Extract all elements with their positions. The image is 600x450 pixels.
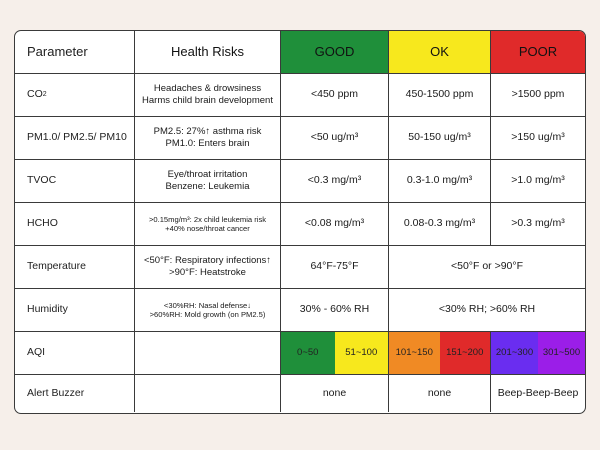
aqi-segment-151-200: 151~200 bbox=[439, 332, 490, 374]
temperature-ok-poor: <50°F or >90°F bbox=[389, 246, 585, 289]
risk-pm-line2: PM1.0: Enters brain bbox=[165, 138, 250, 149]
param-co2: CO 2 bbox=[15, 74, 135, 117]
param-alert-buzzer: Alert Buzzer bbox=[15, 375, 135, 412]
risk-tvoc-line1: Eye/throat irritation bbox=[167, 169, 248, 181]
pm-poor: >150 ug/m³ bbox=[491, 117, 585, 160]
risk-hcho-line1: >0.15mg/m³: 2x child leukemia risk bbox=[148, 214, 267, 224]
aqi-segment-51-100: 51~100 bbox=[334, 332, 388, 374]
header-good: GOOD bbox=[281, 31, 389, 74]
co2-main: CO bbox=[27, 88, 43, 101]
risk-humidity: <30%RH: Nasal defense↓ >60%RH: Mold grow… bbox=[135, 289, 281, 332]
humidity-good: 30% - 60% RH bbox=[281, 289, 389, 332]
aqi-segment-0-50: 0~50 bbox=[281, 332, 335, 374]
air-quality-table: Parameter Health Risks GOOD OK POOR CO 2 … bbox=[14, 30, 586, 414]
aqi-ok: 101~150 151~200 bbox=[389, 332, 491, 375]
risk-temperature-line1: <50°F: Respiratory infections↑ bbox=[143, 255, 272, 267]
risk-co2-line1: Headaches & drowsiness bbox=[153, 83, 262, 95]
hcho-good: <0.08 mg/m³ bbox=[281, 203, 389, 246]
pm-good: <50 ug/m³ bbox=[281, 117, 389, 160]
buzzer-good: none bbox=[281, 375, 389, 412]
risk-pm-line1: PM2.5: 27%↑ asthma risk bbox=[153, 126, 262, 138]
param-aqi: AQI bbox=[15, 332, 135, 375]
pm-ok: 50-150 ug/m³ bbox=[389, 117, 491, 160]
buzzer-poor: Beep-Beep-Beep bbox=[497, 386, 579, 399]
tvoc-poor: >1.0 mg/m³ bbox=[491, 160, 585, 203]
risk-hcho: >0.15mg/m³: 2x child leukemia risk +40% … bbox=[135, 203, 281, 246]
humidity-ok-poor: <30% RH; >60% RH bbox=[389, 289, 585, 332]
risk-co2: Headaches & drowsiness Harms child brain… bbox=[135, 74, 281, 117]
co2-subscript: 2 bbox=[42, 90, 47, 98]
param-pm: PM1.0/ PM2.5/ PM10 bbox=[15, 117, 135, 160]
param-temperature: Temperature bbox=[15, 246, 135, 289]
risk-tvoc: Eye/throat irritation Benzene: Leukemia bbox=[135, 160, 281, 203]
header-poor: POOR bbox=[491, 31, 585, 74]
aqi-segment-101-150: 101~150 bbox=[389, 332, 440, 374]
header-parameter: Parameter bbox=[15, 31, 135, 74]
risk-humidity-line1: <30%RH: Nasal defense↓ bbox=[163, 300, 252, 310]
header-ok: OK bbox=[389, 31, 491, 74]
risk-aqi-empty bbox=[135, 332, 281, 375]
aqi-good: 0~50 51~100 bbox=[281, 332, 389, 375]
risk-tvoc-line2: Benzene: Leukemia bbox=[165, 181, 250, 192]
aqi-segment-201-300: 201~300 bbox=[491, 332, 538, 374]
hcho-ok: 0.08-0.3 mg/m³ bbox=[389, 203, 491, 246]
risk-pm: PM2.5: 27%↑ asthma risk PM1.0: Enters br… bbox=[135, 117, 281, 160]
header-health-risks: Health Risks bbox=[135, 31, 281, 74]
tvoc-ok: 0.3-1.0 mg/m³ bbox=[389, 160, 491, 203]
risk-hcho-line2: +40% nose/throat cancer bbox=[165, 224, 250, 233]
buzzer-ok: none bbox=[389, 375, 491, 412]
risk-co2-line2: Harms child brain development bbox=[142, 95, 273, 106]
risk-temperature: <50°F: Respiratory infections↑ >90°F: He… bbox=[135, 246, 281, 289]
co2-good: <450 ppm bbox=[281, 74, 389, 117]
aqi-segment-301-500: 301~500 bbox=[538, 332, 585, 374]
risk-temperature-line2: >90°F: Heatstroke bbox=[169, 267, 246, 278]
hcho-poor: >0.3 mg/m³ bbox=[491, 203, 585, 246]
param-tvoc: TVOC bbox=[15, 160, 135, 203]
aqi-poor: 201~300 301~500 bbox=[491, 332, 585, 375]
param-hcho: HCHO bbox=[15, 203, 135, 246]
param-humidity: Humidity bbox=[15, 289, 135, 332]
co2-poor: >1500 ppm bbox=[491, 74, 585, 117]
risk-humidity-line2: >60%RH: Mold growth (on PM2.5) bbox=[149, 310, 266, 319]
temperature-good: 64°F-75°F bbox=[281, 246, 389, 289]
risk-buzzer-empty bbox=[135, 375, 281, 412]
tvoc-good: <0.3 mg/m³ bbox=[281, 160, 389, 203]
co2-ok: 450-1500 ppm bbox=[389, 74, 491, 117]
